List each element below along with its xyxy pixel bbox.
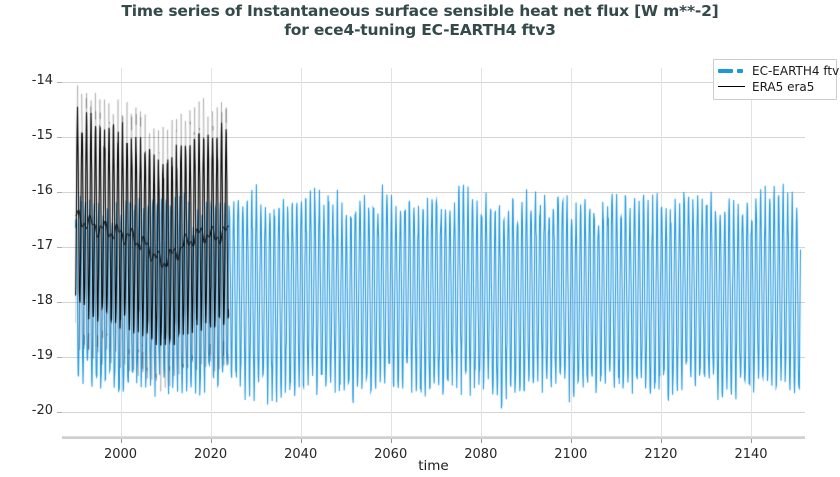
legend-swatch-dashed-line-icon	[718, 65, 746, 77]
plot-area	[62, 68, 805, 437]
y-tick-mark	[57, 412, 62, 414]
y-tick-label: -20	[31, 403, 53, 419]
y-tick-label: -17	[31, 238, 53, 253]
x-tick-label: 2000	[103, 447, 138, 462]
chart-legend[interactable]: EC-EARTH4 ftv3 ERA5 era5	[713, 59, 840, 100]
y-tick-label: -19	[31, 348, 53, 364]
x-tick-label: 2140	[734, 447, 768, 462]
x-tick-mark	[660, 438, 662, 443]
x-tick-label: 2080	[464, 447, 498, 462]
x-tick-label: 2100	[554, 447, 588, 462]
legend-entry-era5[interactable]: ERA5 era5	[718, 79, 832, 95]
x-tick-label: 2120	[644, 447, 678, 462]
y-tick-mark	[57, 136, 62, 138]
legend-swatch-solid-line-icon	[718, 81, 746, 93]
y-tick-label: -15	[31, 127, 53, 143]
x-tick-label: 2020	[194, 447, 228, 462]
x-tick-label: 2040	[284, 447, 318, 462]
legend-label-era5: ERA5 era5	[752, 80, 815, 94]
x-axis-line	[62, 437, 805, 439]
y-tick-mark	[57, 302, 62, 304]
x-tick-mark	[300, 438, 302, 443]
chart-title: Time series of Instantaneous surface sen…	[0, 2, 840, 40]
y-tick-mark	[57, 191, 62, 193]
x-tick-mark	[480, 438, 482, 443]
series-clip	[62, 68, 805, 437]
chart-title-line2: for ece4-tuning EC-EARTH4 ftv3	[284, 21, 556, 39]
y-tick-label: -14	[31, 72, 53, 88]
y-tick-label: -18	[31, 293, 53, 309]
x-tick-mark	[210, 438, 212, 443]
y-tick-label: -16	[31, 182, 53, 198]
legend-entry-ec-earth4[interactable]: EC-EARTH4 ftv3	[718, 63, 840, 79]
x-tick-label: 2060	[374, 447, 408, 462]
x-tick-mark	[390, 438, 392, 443]
x-tick-mark	[570, 438, 572, 443]
y-tick-mark	[57, 247, 62, 248]
x-tick-mark	[120, 438, 122, 443]
y-tick-mark	[57, 357, 62, 359]
x-axis-label: time	[418, 458, 449, 474]
y-tick-mark	[57, 81, 62, 83]
chart-title-line1: Time series of Instantaneous surface sen…	[121, 2, 719, 20]
series-era5	[62, 68, 805, 437]
x-tick-mark	[751, 438, 752, 443]
legend-label-ec-earth4: EC-EARTH4 ftv3	[752, 64, 840, 78]
